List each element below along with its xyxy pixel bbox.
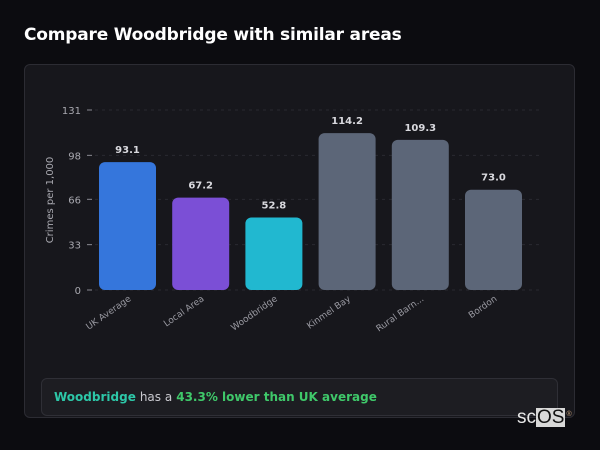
bar-uk-average[interactable]	[99, 162, 156, 290]
summary-stat: 43.3% lower than UK average	[176, 390, 377, 404]
x-tick-label: Rural Barn...	[375, 294, 426, 334]
bar-value-label: 93.1	[115, 145, 140, 156]
bar-chart: Crimes per 1,000 0 33 66 98 131 93.1 UK Average…	[45, 106, 540, 334]
bar-local-area[interactable]	[172, 197, 230, 290]
registered-mark-icon: ®	[566, 411, 572, 418]
bar-bordon[interactable]	[465, 189, 522, 290]
bar-value-label: 109.3	[404, 123, 436, 134]
y-tick-label: 0	[75, 286, 81, 297]
bar-rural-barn-[interactable]	[391, 139, 449, 290]
bar-value-label: 114.2	[331, 116, 363, 127]
summary-area-name: Woodbridge	[54, 390, 136, 404]
summary-connector: has a	[139, 390, 173, 404]
y-tick-label: 98	[68, 151, 81, 162]
bar-value-label: 67.2	[188, 181, 213, 192]
summary-banner: Woodbridge has a 43.3% lower than UK ave…	[41, 378, 558, 416]
x-tick-label: Kinmel Bay	[305, 294, 353, 332]
x-tick-label: Bordon	[467, 294, 499, 321]
y-tick-label: 131	[62, 106, 81, 117]
bar-woodbridge[interactable]	[245, 217, 303, 290]
x-tick-label: UK Average	[85, 294, 134, 332]
y-axis-title: Crimes per 1,000	[45, 157, 56, 244]
page-title: Compare Woodbridge with similar areas	[24, 25, 402, 45]
bar-kinmel-bay[interactable]	[318, 133, 376, 290]
scos-logo: sc OS ®	[517, 408, 572, 427]
logo-suffix: OS	[536, 407, 566, 428]
x-tick-label: Local Area	[162, 294, 206, 329]
bar-value-label: 52.8	[262, 200, 287, 211]
logo-prefix: sc	[517, 407, 536, 428]
x-tick-label: Woodbridge	[230, 294, 280, 333]
y-tick-label: 66	[68, 195, 81, 206]
bar-value-label: 73.0	[481, 173, 506, 184]
y-tick-label: 33	[68, 241, 81, 252]
